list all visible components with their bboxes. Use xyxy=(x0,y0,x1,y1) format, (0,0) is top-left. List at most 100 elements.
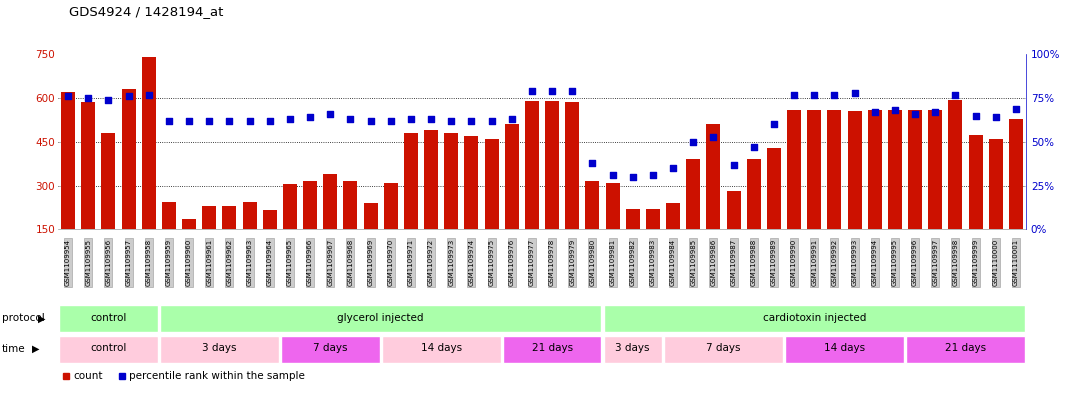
Point xyxy=(1007,105,1024,112)
Point xyxy=(866,109,883,115)
Bar xyxy=(666,203,680,230)
Point xyxy=(644,172,661,178)
Bar xyxy=(867,110,882,230)
Text: time: time xyxy=(2,344,26,354)
Bar xyxy=(122,89,136,230)
Text: 14 days: 14 days xyxy=(823,343,865,353)
Bar xyxy=(59,305,158,332)
Text: 21 days: 21 days xyxy=(945,343,986,353)
Point xyxy=(100,97,117,103)
Point xyxy=(80,95,97,101)
Text: glycerol injected: glycerol injected xyxy=(337,313,424,323)
Bar xyxy=(726,191,740,230)
Point xyxy=(745,144,763,150)
Point xyxy=(281,116,298,122)
Bar xyxy=(545,101,560,230)
Text: ▶: ▶ xyxy=(32,344,40,354)
Text: ▶: ▶ xyxy=(38,313,46,323)
Bar xyxy=(585,181,599,230)
Point xyxy=(423,116,440,122)
Point xyxy=(987,114,1004,121)
Point xyxy=(160,118,177,124)
Point xyxy=(221,118,238,124)
Bar xyxy=(807,110,821,230)
Bar xyxy=(101,133,115,230)
Bar xyxy=(908,110,922,230)
Bar xyxy=(626,209,640,230)
Point xyxy=(927,109,944,115)
Bar xyxy=(888,110,902,230)
Point xyxy=(503,116,520,122)
Bar xyxy=(182,219,197,230)
Text: control: control xyxy=(90,343,127,353)
Point xyxy=(826,92,843,98)
Point xyxy=(120,93,137,99)
Point xyxy=(967,112,984,119)
Point xyxy=(262,118,279,124)
Bar xyxy=(444,133,458,230)
Point xyxy=(805,92,822,98)
Bar xyxy=(1009,119,1023,230)
Bar xyxy=(485,139,499,230)
Bar xyxy=(242,202,256,230)
Bar xyxy=(747,159,760,230)
Point xyxy=(564,88,581,94)
Point xyxy=(140,92,157,98)
Bar xyxy=(324,174,337,230)
Legend: count, percentile rank within the sample: count, percentile rank within the sample xyxy=(63,371,305,381)
Bar xyxy=(706,124,721,230)
Bar xyxy=(424,130,438,230)
Point xyxy=(342,116,359,122)
Text: cardiotoxin injected: cardiotoxin injected xyxy=(763,313,866,323)
Bar xyxy=(404,133,418,230)
Bar xyxy=(603,336,662,363)
Text: 3 days: 3 days xyxy=(615,343,650,353)
Point xyxy=(664,165,681,171)
Bar xyxy=(343,181,358,230)
Point xyxy=(462,118,480,124)
Bar xyxy=(465,136,478,230)
Bar xyxy=(81,103,95,230)
Text: 7 days: 7 days xyxy=(313,343,347,353)
Point xyxy=(705,134,722,140)
Text: 7 days: 7 days xyxy=(706,343,741,353)
Point xyxy=(241,118,258,124)
Point xyxy=(321,111,339,117)
Bar xyxy=(687,159,701,230)
Point xyxy=(947,92,964,98)
Point xyxy=(443,118,460,124)
Bar xyxy=(283,184,297,230)
Bar xyxy=(505,124,519,230)
Bar xyxy=(848,111,862,230)
Text: GDS4924 / 1428194_at: GDS4924 / 1428194_at xyxy=(68,6,223,18)
Point xyxy=(685,139,702,145)
Bar xyxy=(222,206,236,230)
Bar xyxy=(61,92,75,230)
Point xyxy=(886,107,904,114)
Bar xyxy=(202,206,217,230)
Bar xyxy=(142,57,156,230)
Point xyxy=(846,90,863,96)
Point xyxy=(301,114,318,121)
Bar xyxy=(603,305,1025,332)
Bar xyxy=(989,139,1003,230)
Bar xyxy=(503,336,601,363)
Text: protocol: protocol xyxy=(2,313,45,323)
Text: 3 days: 3 days xyxy=(202,343,237,353)
Bar xyxy=(948,99,962,230)
Point xyxy=(382,118,399,124)
Bar xyxy=(969,134,983,230)
Bar xyxy=(281,336,379,363)
Bar xyxy=(524,101,539,230)
Bar xyxy=(381,336,501,363)
Point xyxy=(786,92,803,98)
Bar xyxy=(928,110,942,230)
Point xyxy=(403,116,420,122)
Bar xyxy=(785,336,904,363)
Point xyxy=(544,88,561,94)
Point xyxy=(523,88,540,94)
Point xyxy=(766,121,783,127)
Bar xyxy=(767,148,781,230)
Bar xyxy=(606,183,619,230)
Text: 14 days: 14 days xyxy=(421,343,461,353)
